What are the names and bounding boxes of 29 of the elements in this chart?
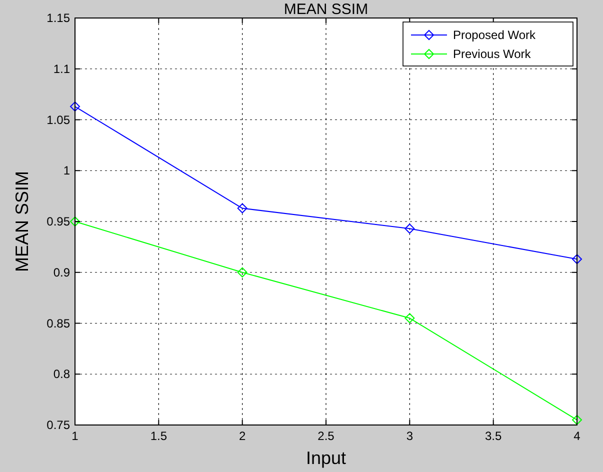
y-tick-label: 0.9 xyxy=(53,265,70,280)
x-tick-label: 1.5 xyxy=(150,429,168,443)
y-tick-label: 0.75 xyxy=(46,418,70,432)
point xyxy=(237,267,248,278)
point xyxy=(404,313,415,324)
y-tick-label: 1.1 xyxy=(53,62,70,76)
chart-title: MEAN SSIM xyxy=(284,1,368,18)
legend-label: Previous Work xyxy=(453,47,532,61)
x-tick-label: 3 xyxy=(406,429,414,443)
x-axis-title: Input xyxy=(306,448,346,468)
y-tick-label: 0.95 xyxy=(46,214,70,228)
x-tick-label: 4 xyxy=(574,429,581,443)
y-axis-title: MEAN SSIM xyxy=(12,170,32,272)
y-tick-label: 1.15 xyxy=(46,11,70,25)
legend-label: Proposed Work xyxy=(453,28,536,42)
point xyxy=(572,254,582,264)
point xyxy=(70,216,80,226)
x-tick-label: 3.5 xyxy=(484,429,502,443)
point xyxy=(237,203,248,214)
x-tick-label: 2 xyxy=(238,429,246,443)
y-tick-label: 1.05 xyxy=(46,112,70,127)
point xyxy=(70,102,80,112)
point xyxy=(572,414,582,425)
y-tick-label: 0.8 xyxy=(53,367,70,382)
x-tick-label: 2.5 xyxy=(318,429,335,443)
point xyxy=(404,224,415,234)
y-tick-label: 0.85 xyxy=(46,316,70,330)
x-tick-label: 1 xyxy=(72,429,79,443)
y-tick-label: 1 xyxy=(63,164,70,178)
